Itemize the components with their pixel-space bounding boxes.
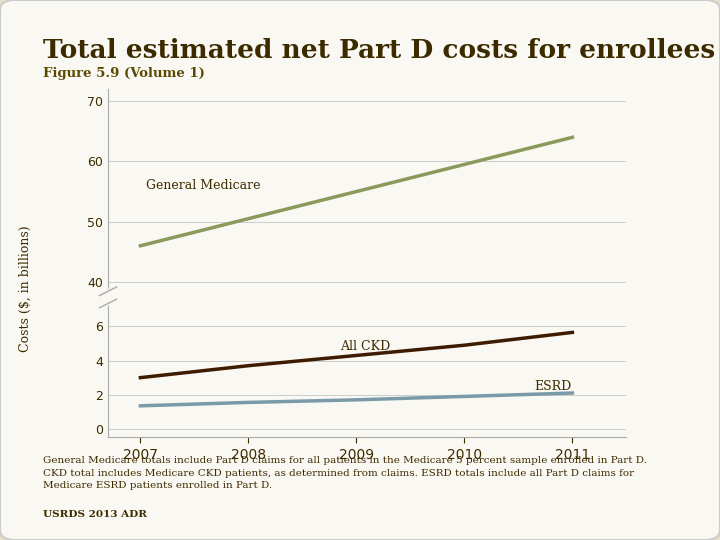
Text: Costs ($, in billions): Costs ($, in billions) (19, 225, 32, 352)
Text: General Medicare totals include Part D claims for all patients in the Medicare 5: General Medicare totals include Part D c… (43, 456, 647, 490)
Text: Total estimated net Part D costs for enrollees: Total estimated net Part D costs for enr… (43, 38, 716, 63)
Text: All CKD: All CKD (341, 340, 390, 353)
Text: General Medicare: General Medicare (146, 179, 261, 192)
Text: Figure 5.9 (Volume 1): Figure 5.9 (Volume 1) (43, 68, 205, 80)
Text: USRDS 2013 ADR: USRDS 2013 ADR (43, 510, 147, 519)
Text: ESRD: ESRD (535, 380, 572, 393)
